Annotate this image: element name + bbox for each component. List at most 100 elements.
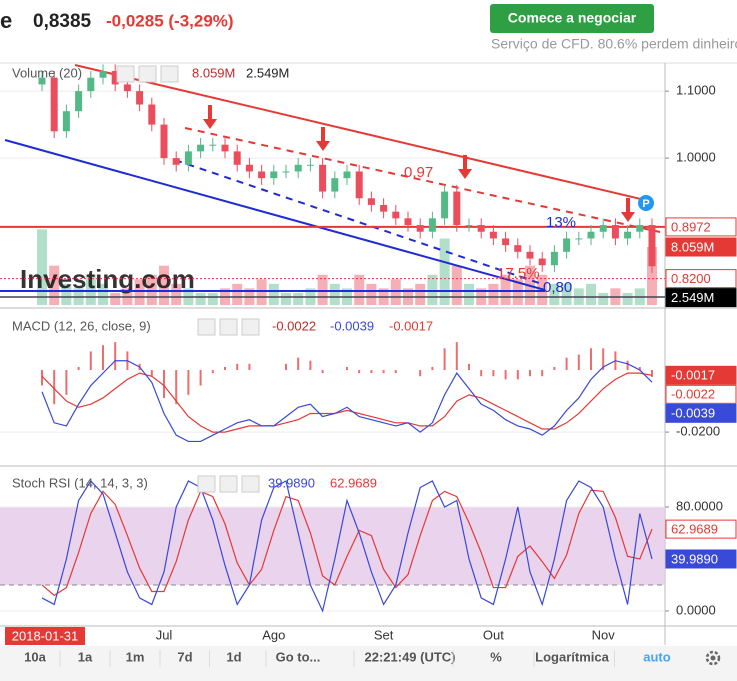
histogram-bar (187, 370, 190, 395)
histogram-bar (199, 370, 202, 386)
legend-title: MACD (12, 26, close, 9) (12, 318, 151, 333)
candle-body (233, 151, 241, 165)
candle-body (465, 225, 473, 227)
candle-body (526, 251, 534, 259)
axis-value-label: 8.059M (671, 239, 714, 254)
candle-body (441, 191, 449, 219)
histogram-bar (297, 357, 300, 371)
axis-value-box (665, 237, 737, 257)
axis-value-box (665, 549, 737, 569)
histogram-bar (638, 366, 641, 371)
toolbar-item[interactable]: Go to... (276, 649, 321, 664)
legend-button[interactable] (197, 475, 216, 493)
toolbar-item[interactable]: 10a (24, 649, 46, 664)
legend-title: Volume (20) (12, 65, 82, 80)
axis-value-box (665, 288, 737, 308)
histogram-bar (504, 370, 507, 380)
volume-bar (622, 292, 633, 305)
volume-bar (232, 283, 243, 305)
volume-bar (586, 283, 596, 305)
candle-body (38, 77, 46, 85)
arrow (203, 105, 217, 129)
histogram-bar (443, 348, 446, 371)
volume-bar (451, 265, 462, 305)
axis-value-box (665, 365, 737, 385)
candle-body (648, 225, 656, 267)
badge (638, 195, 654, 211)
legend-value: 2.549M (246, 65, 289, 80)
arrow (316, 127, 330, 151)
settings-icon[interactable] (705, 650, 721, 666)
candle-body (62, 111, 70, 132)
legend-button[interactable] (138, 65, 157, 83)
histogram-bar (175, 370, 178, 405)
toolbar-item[interactable]: 1m (126, 649, 145, 664)
legend-value: 39.9890 (268, 475, 315, 490)
legend-button[interactable] (219, 475, 238, 493)
histogram-bar (358, 370, 361, 374)
toolbar-item[interactable]: 7d (177, 649, 192, 664)
candle-body (538, 258, 546, 266)
volume-bar (390, 279, 401, 305)
volume-bar (207, 292, 218, 305)
volume-bar (488, 283, 499, 305)
toolbar-item[interactable]: % (490, 649, 502, 664)
legend-button[interactable] (241, 318, 260, 336)
axis-value-box (665, 217, 737, 237)
volume-bar (354, 274, 365, 305)
axis-value-label: 39.9890 (671, 551, 718, 566)
histogram-bar (285, 363, 287, 371)
axis-value-label: 2.549M (671, 290, 714, 305)
legend-button[interactable] (241, 475, 260, 493)
candle-body (258, 171, 266, 179)
candle-body (99, 71, 107, 78)
trend-line (184, 127, 661, 233)
axis-value-box (665, 384, 737, 404)
volume-bar (37, 229, 47, 305)
candle-body (599, 225, 607, 232)
histogram-bar (114, 342, 117, 371)
histogram-bar (529, 370, 531, 377)
trend-line (174, 159, 546, 286)
candle-body (270, 171, 278, 179)
axis-value-box (665, 269, 737, 289)
band (0, 506, 665, 585)
volume-bar (464, 283, 474, 305)
badge-label: P (642, 198, 649, 210)
volume-bar (195, 292, 206, 305)
candle-body (489, 231, 497, 239)
legend-button[interactable] (219, 318, 238, 336)
annotation: 17.5% (497, 265, 540, 282)
candle-body (428, 218, 436, 232)
legend-button[interactable] (116, 65, 135, 83)
legend-button[interactable] (197, 318, 216, 336)
volume-bar (110, 292, 121, 305)
price-change: -0,0285 (-3,29%) (106, 11, 234, 30)
candle-body (367, 198, 375, 205)
trade-button[interactable] (490, 4, 654, 33)
histogram-bar (211, 370, 214, 374)
candle-body (392, 211, 400, 219)
candle-body (404, 218, 412, 226)
symbol: e (0, 8, 12, 33)
toolbar-item[interactable]: Logarítmica (535, 649, 609, 664)
toolbar-items: 10a 1a 1m 7d 1d Go to... 22:21:49 (UTC)% Logarí… (24, 649, 671, 667)
volume-bar (647, 246, 657, 305)
candle-body (550, 251, 558, 266)
histogram-bar (346, 366, 348, 371)
legend-title: Stoch RSI (14, 14, 3, 3) (12, 475, 148, 490)
volume-bar (61, 283, 72, 305)
histogram-bar (89, 351, 92, 371)
toolbar-item[interactable]: auto (643, 649, 671, 664)
legend-value: -0.0017 (389, 318, 433, 333)
toolbar-item[interactable]: 1a (78, 649, 93, 664)
trade-button-label[interactable]: Comece a negociar (508, 10, 637, 26)
histogram-bar (224, 366, 226, 371)
legend-button[interactable] (160, 65, 179, 83)
histogram-bar (468, 363, 470, 371)
volume-bar (146, 274, 157, 305)
histogram-bar (419, 370, 422, 377)
axis-value-label: 0.8200 (671, 271, 711, 286)
toolbar-item[interactable]: 1d (226, 649, 241, 664)
x-tick-label: Out (483, 627, 504, 642)
